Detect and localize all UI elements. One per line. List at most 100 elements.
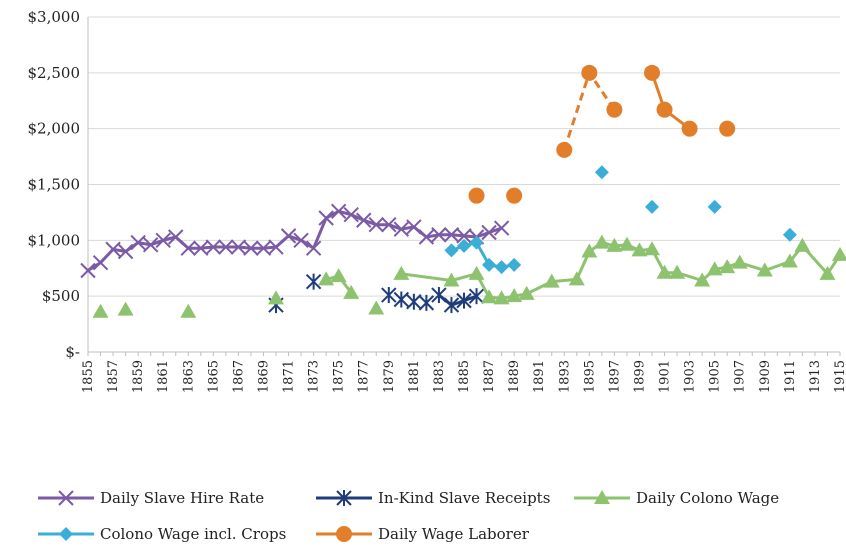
- data-point: [180, 303, 197, 318]
- series-colono-wage-incl-crops: [444, 165, 797, 275]
- data-point: [468, 187, 485, 204]
- data-point: [92, 303, 109, 318]
- data-point: [444, 243, 459, 258]
- data-point: [293, 232, 309, 249]
- data-point: [305, 273, 322, 290]
- data-point: [493, 220, 510, 236]
- data-point: [368, 300, 385, 315]
- x-tick-label: 1883: [432, 360, 447, 393]
- data-point: [493, 290, 510, 305]
- x-tick-label: 1907: [733, 360, 748, 393]
- x-tick-label: 1869: [256, 360, 271, 393]
- data-point: [794, 237, 811, 252]
- data-point: [681, 120, 698, 137]
- legend-marker: [594, 490, 610, 504]
- data-point: [218, 239, 234, 255]
- series-line: [87, 209, 503, 272]
- data-point: [393, 265, 410, 280]
- legend-marker: [58, 490, 74, 506]
- data-point: [506, 288, 523, 303]
- x-tick-label: 1877: [357, 360, 372, 393]
- x-tick-label: 1871: [282, 360, 297, 393]
- legend-marker: [336, 490, 352, 506]
- data-point: [543, 273, 560, 288]
- data-point: [656, 101, 673, 118]
- data-point: [556, 141, 573, 158]
- data-point: [581, 64, 598, 81]
- data-point: [268, 290, 284, 305]
- data-point: [356, 212, 372, 228]
- y-tick-label: $500: [42, 287, 80, 305]
- data-point: [631, 242, 648, 257]
- data-point: [832, 246, 846, 261]
- data-point: [117, 301, 134, 316]
- data-point: [644, 64, 660, 81]
- data-point: [656, 264, 673, 279]
- data-point: [318, 271, 335, 286]
- data-point: [142, 237, 159, 253]
- y-tick-label: $2,500: [28, 64, 81, 82]
- x-tick-label: 1881: [407, 360, 422, 393]
- data-point: [731, 254, 748, 269]
- data-point: [406, 219, 422, 235]
- data-point: [80, 262, 96, 279]
- x-tick-label: 1863: [181, 360, 196, 393]
- data-point: [343, 206, 359, 223]
- x-tick-label: 1909: [758, 360, 773, 393]
- data-point: [305, 240, 322, 256]
- legend-marker: [59, 527, 73, 541]
- data-point: [494, 260, 509, 275]
- data-point: [168, 229, 184, 245]
- data-point: [431, 287, 447, 304]
- series-layer: [80, 64, 846, 318]
- x-tick-label: 1867: [231, 360, 246, 393]
- data-point: [381, 216, 397, 233]
- data-point: [781, 253, 798, 268]
- legend-label: In-Kind Slave Receipts: [378, 489, 550, 507]
- data-point: [456, 292, 472, 309]
- data-point: [468, 288, 485, 305]
- data-point: [443, 227, 460, 243]
- x-tick-label: 1903: [683, 360, 698, 393]
- legend-item: Daily Colono Wage: [574, 489, 779, 507]
- data-point: [193, 240, 209, 256]
- data-point: [568, 271, 585, 286]
- data-point: [606, 237, 623, 252]
- x-tick-label: 1915: [833, 360, 846, 393]
- x-tick-label: 1859: [131, 360, 146, 393]
- data-point: [130, 234, 146, 251]
- data-point: [645, 199, 659, 214]
- data-point: [243, 240, 259, 256]
- data-point: [280, 228, 297, 244]
- data-point: [117, 243, 134, 260]
- legend-item: In-Kind Slave Receipts: [316, 489, 550, 507]
- gridlines: [88, 16, 840, 297]
- data-point: [618, 236, 635, 251]
- data-point: [443, 272, 460, 287]
- data-point: [481, 289, 498, 304]
- data-point: [343, 284, 360, 299]
- data-point: [456, 228, 472, 244]
- y-axis-ticks: $- $500 $1,000 $1,500 $2,000 $2,500 $3,000: [28, 8, 81, 361]
- data-point: [706, 261, 723, 276]
- legend-label: Daily Colono Wage: [636, 489, 779, 507]
- data-point: [756, 262, 773, 277]
- data-point: [782, 227, 797, 242]
- legend-item: Daily Wage Laborer: [316, 525, 530, 543]
- data-point: [268, 239, 284, 255]
- y-tick-label: $3,000: [28, 8, 81, 26]
- data-point: [418, 229, 435, 245]
- data-point: [105, 241, 121, 257]
- data-point: [381, 287, 397, 304]
- legend-item: Daily Slave Hire Rate: [38, 489, 264, 507]
- x-tick-label: 1905: [708, 360, 723, 393]
- y-tick-label: $1,500: [28, 176, 81, 194]
- legend-label: Daily Slave Hire Rate: [100, 489, 264, 507]
- legend: Daily Slave Hire Rate In-Kind Slave Recei…: [38, 489, 779, 543]
- legend-label: Colono Wage incl. Crops: [100, 525, 286, 543]
- data-point: [468, 265, 485, 280]
- data-point: [606, 101, 623, 118]
- y-tick-label: $-: [65, 343, 80, 361]
- x-tick-label: 1857: [106, 360, 121, 393]
